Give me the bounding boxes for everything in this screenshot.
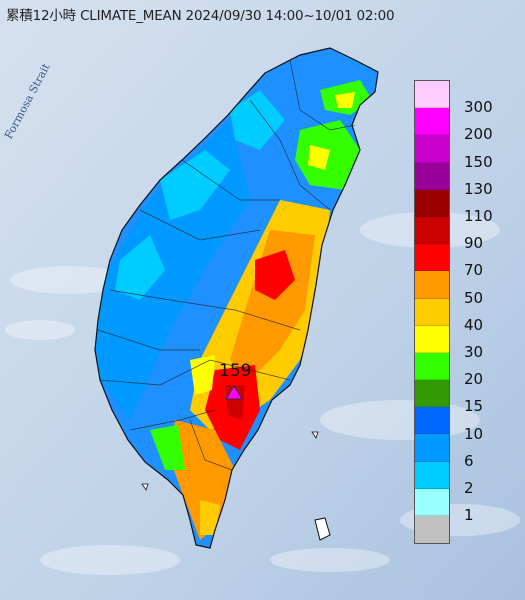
legend-swatch — [415, 325, 449, 353]
islet — [311, 431, 319, 439]
legend-swatch — [415, 407, 449, 435]
legend-label: 150 — [464, 152, 493, 171]
legend-swatch — [415, 108, 449, 136]
legend-label: 50 — [464, 288, 484, 307]
legend-swatch — [415, 271, 449, 299]
legend-label: 70 — [464, 261, 484, 280]
legend-swatch — [415, 216, 449, 245]
max-value-label: 159 — [219, 361, 252, 381]
island-outline — [94, 47, 379, 549]
legend-swatch — [415, 516, 449, 544]
legend-label: 90 — [464, 234, 484, 253]
legend-swatch — [415, 135, 449, 163]
legend-label: 30 — [464, 343, 484, 361]
legend-swatch — [415, 461, 449, 489]
legend-swatch — [415, 189, 449, 217]
color-legend — [414, 80, 450, 545]
legend-label: 2 — [464, 479, 474, 497]
legend-label: 10 — [464, 424, 484, 443]
islet — [141, 483, 149, 491]
legend-label: 300 — [464, 98, 493, 117]
legend-label: 40 — [464, 315, 484, 334]
legend-label: 20 — [464, 370, 484, 389]
legend-label: 110 — [464, 207, 493, 225]
legend-swatch — [415, 81, 449, 109]
legend-swatch — [415, 352, 449, 381]
legend-label: 130 — [464, 179, 493, 198]
green-island — [314, 517, 331, 541]
legend-swatch — [415, 380, 449, 408]
map-title: 累積12小時 CLIMATE_MEAN 2024/09/30 14:00~10/… — [6, 8, 395, 24]
legend-swatch — [415, 434, 449, 462]
county-boundaries — [97, 59, 356, 471]
legend-label: 1 — [464, 506, 474, 525]
legend-label: 15 — [464, 397, 484, 416]
legend-swatch — [415, 244, 449, 272]
legend-label: 200 — [464, 125, 493, 144]
legend-swatch — [415, 162, 449, 190]
max-rainfall-marker-icon — [225, 385, 243, 400]
legend-swatch — [415, 488, 449, 516]
legend-label: 6 — [464, 451, 474, 470]
legend-swatch — [415, 298, 449, 326]
